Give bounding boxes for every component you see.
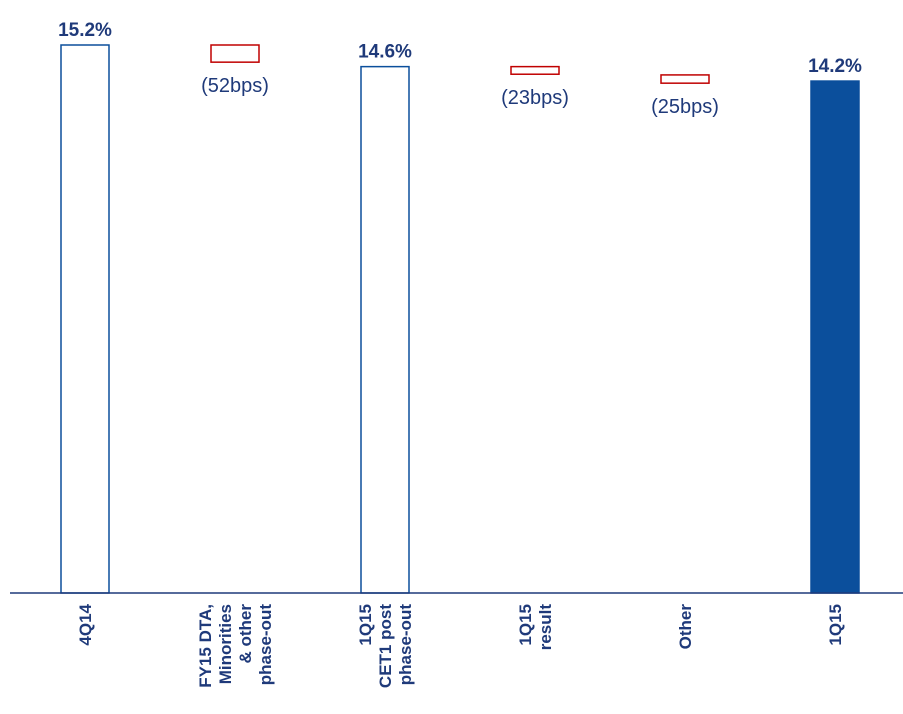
category-label-line: phase-out [396, 604, 415, 686]
category-label-3: 1Q15 result [516, 604, 555, 651]
bar-total-5 [810, 80, 860, 594]
bar-delta-label-1: (52bps) [201, 75, 269, 97]
labels-layer: 15.2% (52bps) 14.6% (23bps) (25bps) 14.2% [58, 20, 862, 118]
category-label-5: 1Q15 [826, 604, 845, 646]
bar-delta-1 [210, 44, 260, 63]
category-label-line: CET1 post [376, 604, 395, 688]
bar-delta-label-4: (25bps) [651, 96, 719, 118]
category-label-1: FY15 DTA, Minorities & other phase-out [196, 604, 275, 688]
category-label-2: 1Q15 CET1 post phase-out [356, 604, 415, 688]
category-label-line: result [536, 604, 555, 651]
category-label-line: phase-out [256, 604, 275, 686]
bar-value-label-0: 15.2% [58, 20, 112, 41]
category-label-line: 4Q14 [76, 603, 95, 645]
bars-layer [60, 44, 860, 594]
category-label-line: 1Q15 [356, 604, 375, 646]
bar-value-label-5: 14.2% [808, 56, 862, 77]
bar-total-2 [360, 65, 410, 594]
category-labels-layer: 4Q14 FY15 DTA, Minorities & other phase-out 1… [76, 603, 845, 688]
category-label-line: Other [676, 604, 695, 650]
bar-total-0 [60, 44, 110, 594]
bar-value-label-2: 14.6% [358, 42, 412, 63]
category-label-line: 1Q15 [826, 604, 845, 646]
bar-delta-3 [510, 65, 560, 75]
category-label-line: & other [236, 604, 255, 664]
category-label-0: 4Q14 [76, 603, 95, 645]
category-label-4: Other [676, 604, 695, 650]
category-label-line: 1Q15 [516, 604, 535, 646]
bar-delta-4 [660, 74, 710, 84]
category-label-line: Minorities [216, 604, 235, 684]
category-label-line: FY15 DTA, [196, 604, 215, 688]
bar-delta-label-3: (23bps) [501, 87, 569, 109]
